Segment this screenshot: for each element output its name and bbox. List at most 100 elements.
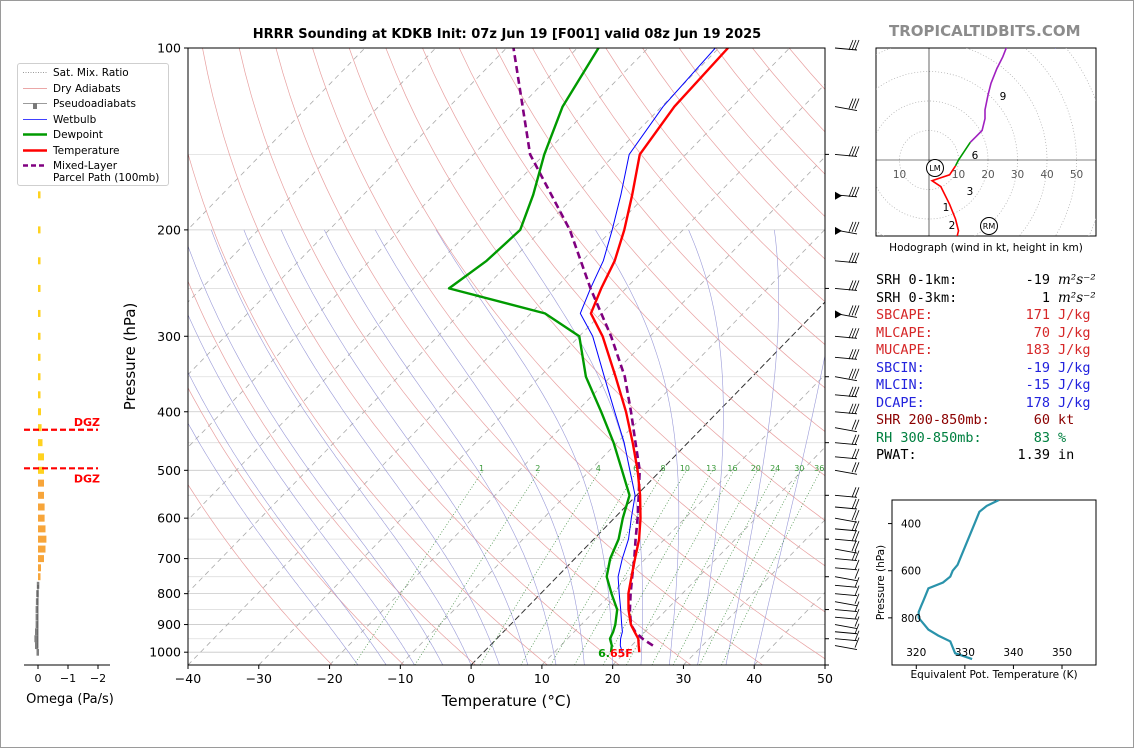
- wind-barb: [834, 403, 860, 415]
- x-tick-label: 50: [817, 671, 833, 686]
- omega-panel: DGZ DGZ 0 −1 −2 Omega (Pa/s): [24, 191, 114, 707]
- omega-bar: [38, 257, 41, 265]
- index-row: DCAPE: 178 J/kg: [876, 395, 1106, 413]
- wind-barb: [834, 328, 860, 339]
- y-tick-label: 400: [157, 404, 181, 419]
- omega-bar: [38, 535, 47, 543]
- dry-adiabat: [188, 280, 476, 665]
- dgz-label: DGZ: [74, 472, 100, 485]
- dewpoint-line: [447, 48, 631, 653]
- dry-adiabat: [422, 48, 825, 521]
- storm-motion-label: LM: [929, 164, 940, 173]
- wind-barbs: [834, 39, 860, 650]
- wind-barb: [834, 540, 860, 554]
- index-name: SBCAPE:: [876, 307, 933, 323]
- mixing-ratio-line: [721, 470, 821, 665]
- skewt-frame: [187, 47, 826, 666]
- wind-barb: [834, 616, 860, 629]
- omega-bar: [35, 598, 39, 606]
- moist-adiabat: [188, 371, 387, 665]
- index-unit: J/kg: [1058, 342, 1091, 358]
- hodograph-height-label: 1: [943, 202, 950, 214]
- omega-bar: [35, 642, 38, 650]
- theta-e-y-tick-label: 800: [901, 613, 921, 625]
- index-name: PWAT:: [876, 447, 917, 463]
- mixing-ratio-line: [574, 470, 687, 665]
- omega-bar: [38, 391, 41, 399]
- hodograph-height-label: 3: [967, 186, 974, 198]
- wind-barb: [834, 510, 860, 523]
- x-tick-label: 0: [467, 671, 475, 686]
- omega-bar: [38, 191, 41, 199]
- wind-barb: [834, 349, 860, 360]
- wind-barb: [834, 448, 860, 460]
- isotherm: [258, 83, 825, 665]
- omega-bar: [38, 503, 45, 511]
- index-unit: J/kg: [1058, 359, 1091, 376]
- skewt-profiles: [447, 48, 729, 653]
- index-name: MLCAPE:: [876, 324, 933, 341]
- dry-adiabat: [495, 48, 825, 433]
- storm-motion-marker: [980, 217, 998, 235]
- moist-adiabat: [374, 229, 585, 665]
- hodograph-height-label: 2: [949, 220, 956, 232]
- omega-bar: [38, 453, 44, 461]
- index-unit: m²s⁻²: [1058, 272, 1096, 288]
- omega-axis-label: Omega (Pa/s): [26, 692, 114, 707]
- wind-barb: [834, 434, 860, 446]
- dry-adiabat: [275, 48, 763, 665]
- wind-barb: [834, 630, 860, 642]
- mixing-ratio-label: 16: [727, 464, 737, 473]
- wind-barb: [834, 520, 860, 532]
- legend-item: Mixed-Layer Parcel Path (100mb): [18, 160, 168, 184]
- site-credit: TROPICALTIDBITS.COM: [889, 22, 1081, 40]
- moist-adiabat: [688, 229, 724, 665]
- index-row: SHR 200-850mb: 60 kt: [876, 412, 1106, 430]
- storm-motion-label: RM: [983, 222, 996, 231]
- y-tick-label: 900: [157, 617, 181, 632]
- dry-adiabat: [188, 387, 405, 665]
- theta-e-y-label: Pressure (hPa): [875, 545, 887, 620]
- omega-bar: [38, 564, 41, 572]
- hodograph-height-label: 6: [972, 150, 979, 162]
- index-value: 60: [1033, 412, 1050, 428]
- wind-barb: [834, 593, 860, 607]
- y-tick-label: 100: [157, 41, 181, 56]
- omega-bar: [35, 606, 39, 614]
- legend-item: Wetbulb: [18, 114, 168, 130]
- theta-e-panel: 320 330 340 350 400 600 800 Equivalent Pot. Tem…: [875, 499, 1097, 681]
- index-name: RH 300-850mb:: [876, 429, 982, 446]
- omega-bar: [38, 332, 41, 340]
- omega-bar: [35, 628, 38, 636]
- moist-adiabat: [725, 229, 780, 665]
- index-unit: in: [1058, 447, 1075, 463]
- hodograph-ring-label: 50: [1070, 169, 1083, 181]
- theta-e-y-tick-label: 600: [901, 566, 921, 578]
- mixing-ratio-line: [651, 470, 758, 665]
- wind-barb: [834, 252, 860, 264]
- omega-bar: [38, 545, 46, 553]
- hodograph-trace: [969, 48, 1008, 143]
- legend-label: Dewpoint: [53, 129, 103, 141]
- storm-motion-marker: [926, 159, 944, 177]
- theta-e-x-tick-label: 330: [955, 647, 975, 659]
- index-name: SRH 0-3km:: [876, 289, 958, 306]
- x-tick-label: 30: [675, 671, 691, 686]
- moist-adiabat: [753, 353, 825, 665]
- hodograph-ring-label: 10: [893, 169, 906, 181]
- omega-bar: [35, 613, 39, 621]
- mixing-ratio-line: [699, 470, 802, 665]
- y-tick-label: 600: [157, 511, 181, 526]
- wind-barb: [834, 623, 860, 635]
- moist-adiabat: [435, 229, 613, 665]
- legend-label: Wetbulb: [53, 113, 97, 126]
- mixing-ratio-label: 24: [770, 464, 780, 473]
- legend-swatch: [23, 145, 47, 156]
- legend-swatch: [23, 67, 47, 78]
- skewt-axes: −40 −30 −20 −10 0 10 20 30 40 50 100 200 300 400 500 60…: [121, 41, 833, 711]
- dry-adiabat: [312, 48, 825, 660]
- index-value: 70: [1033, 324, 1050, 341]
- omega-bar: [38, 466, 44, 474]
- omega-bar: [35, 621, 39, 629]
- index-unit: kt: [1058, 412, 1075, 428]
